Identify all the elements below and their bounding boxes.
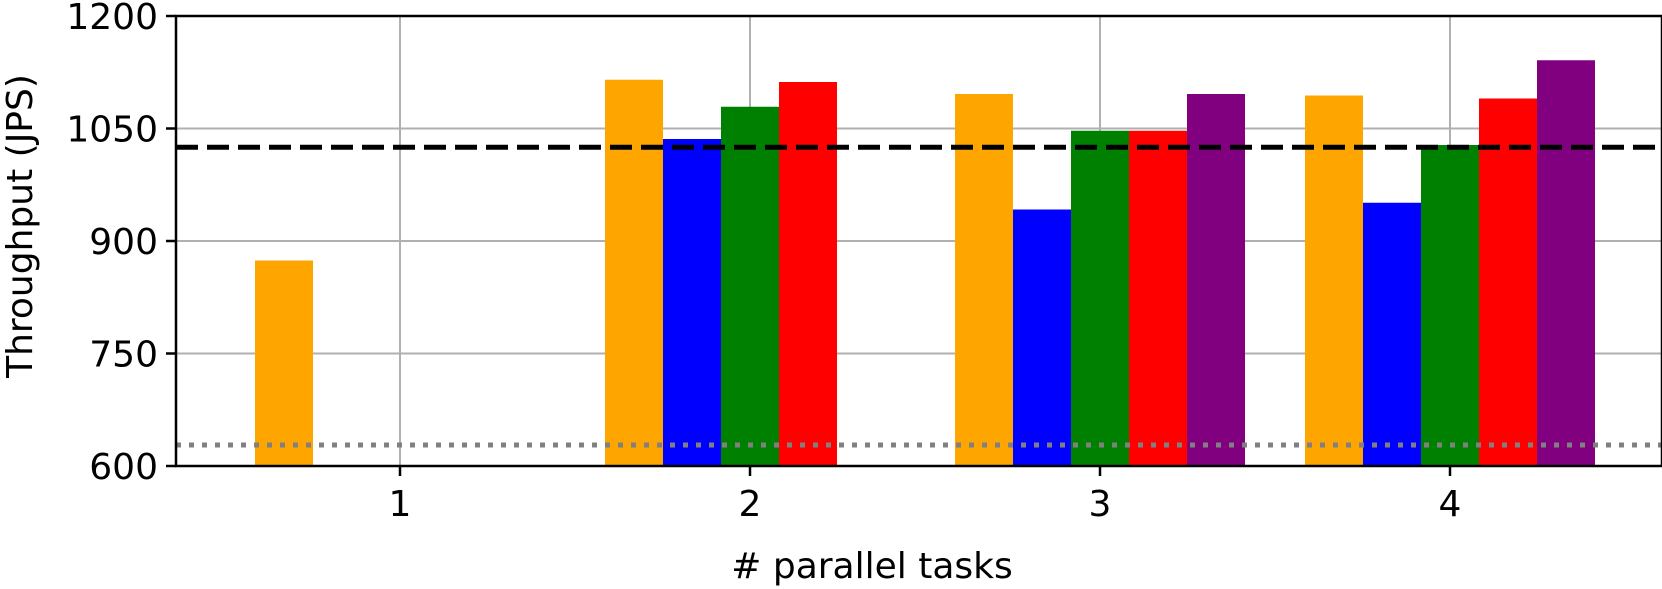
x-tick-label: 4 — [1439, 484, 1462, 525]
bar — [1071, 130, 1129, 466]
x-tick-label: 2 — [739, 484, 762, 525]
y-axis-label: Throughput (JPS) — [0, 74, 41, 379]
bar — [779, 82, 837, 466]
y-axis-ticks: 600 750 900 1050 1200 — [66, 0, 176, 488]
x-axis-label: # parallel tasks — [731, 546, 1013, 587]
y-tick-label: 750 — [89, 335, 158, 376]
bars — [255, 60, 1595, 466]
bar — [1305, 95, 1363, 466]
x-tick-label: 3 — [1089, 484, 1112, 525]
bar — [1363, 202, 1421, 466]
y-tick-label: 600 — [89, 447, 158, 488]
bar — [1187, 94, 1245, 466]
bar — [663, 139, 721, 466]
bar — [1129, 130, 1187, 466]
y-tick-label: 900 — [89, 222, 158, 263]
bar — [1537, 60, 1595, 466]
y-tick-label: 1050 — [66, 110, 158, 151]
bar — [1479, 98, 1537, 466]
x-axis-ticks: 1 2 3 4 — [389, 466, 1462, 525]
bar — [255, 260, 313, 466]
y-tick-label: 1200 — [66, 0, 158, 38]
bar — [955, 94, 1013, 466]
bar — [1421, 145, 1479, 466]
bar — [721, 106, 779, 466]
bar — [1013, 209, 1071, 466]
x-tick-label: 1 — [389, 484, 412, 525]
bar — [605, 79, 663, 466]
reference-lines — [176, 144, 1662, 448]
